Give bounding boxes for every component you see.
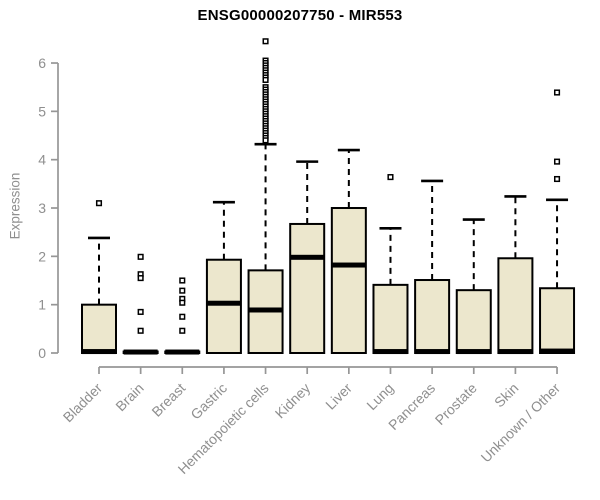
outlier-brain-0: [137, 253, 144, 260]
median-prostate: [456, 349, 491, 355]
outlier-unknown-other-2: [553, 175, 561, 183]
chart-title: ENSG00000207750 - MIR553: [197, 7, 403, 24]
outlier-brain-2: [137, 275, 144, 282]
x-tick-label-7: Lung: [363, 380, 396, 413]
box-kidney: [289, 222, 326, 354]
median-hematopoietic-cells: [248, 307, 283, 313]
box-lung: [372, 283, 409, 355]
x-tick-label-10: Skin: [491, 380, 522, 411]
outlier-breast-4: [179, 313, 186, 320]
x-tick-label-1: Brain: [112, 380, 146, 414]
outlier-breast-1: [179, 287, 186, 294]
y-tick-label-2: 2: [38, 248, 46, 264]
y-tick-label-5: 5: [38, 103, 46, 119]
x-tick-label-2: Breast: [148, 380, 188, 420]
box-pancreas: [414, 279, 451, 354]
y-tick-label-6: 6: [38, 55, 46, 71]
median-skin: [498, 349, 533, 355]
median-kidney: [290, 254, 325, 260]
x-tick-label-6: Liver: [322, 380, 355, 413]
median-breast: [165, 349, 200, 355]
outlier-lung-0: [387, 174, 394, 181]
outlier-unknown-other-1: [553, 158, 561, 165]
outlier-breast-3: [179, 299, 186, 306]
outlier-breast-0: [179, 277, 186, 284]
y-tick-label-1: 1: [38, 297, 46, 313]
x-tick-label-11: Unknown / Other: [478, 380, 564, 466]
median-gastric: [206, 300, 241, 306]
box-skin: [497, 257, 534, 354]
outlier-breast-5: [179, 327, 186, 334]
median-lung: [373, 349, 408, 355]
outlier-unknown-other-0: [553, 89, 561, 96]
median-unknown-other: [540, 348, 575, 354]
outlier-hematopoietic-cells-32: [262, 137, 269, 144]
median-pancreas: [415, 349, 450, 355]
outlier-hematopoietic-cells-0: [262, 38, 269, 45]
box-gastric: [205, 258, 242, 355]
median-brain: [123, 349, 158, 355]
x-tick-label-0: Bladder: [60, 380, 106, 426]
x-tick-label-9: Prostate: [432, 380, 480, 428]
y-tick-label-4: 4: [38, 152, 46, 168]
outlier-brain-3: [137, 308, 144, 315]
box-unknown-other: [539, 287, 576, 354]
outlier-bladder-0: [95, 200, 103, 207]
median-bladder: [82, 349, 116, 355]
box-liver: [330, 207, 367, 354]
box-prostate: [455, 289, 492, 354]
y-tick-label-0: 0: [38, 345, 46, 361]
outlier-brain-4: [137, 327, 144, 334]
box-bladder: [81, 303, 117, 355]
y-tick-label-3: 3: [38, 200, 46, 216]
outlier-hematopoietic-cells-9: [262, 76, 269, 83]
median-liver: [331, 262, 366, 268]
x-tick-label-5: Kidney: [272, 380, 314, 422]
